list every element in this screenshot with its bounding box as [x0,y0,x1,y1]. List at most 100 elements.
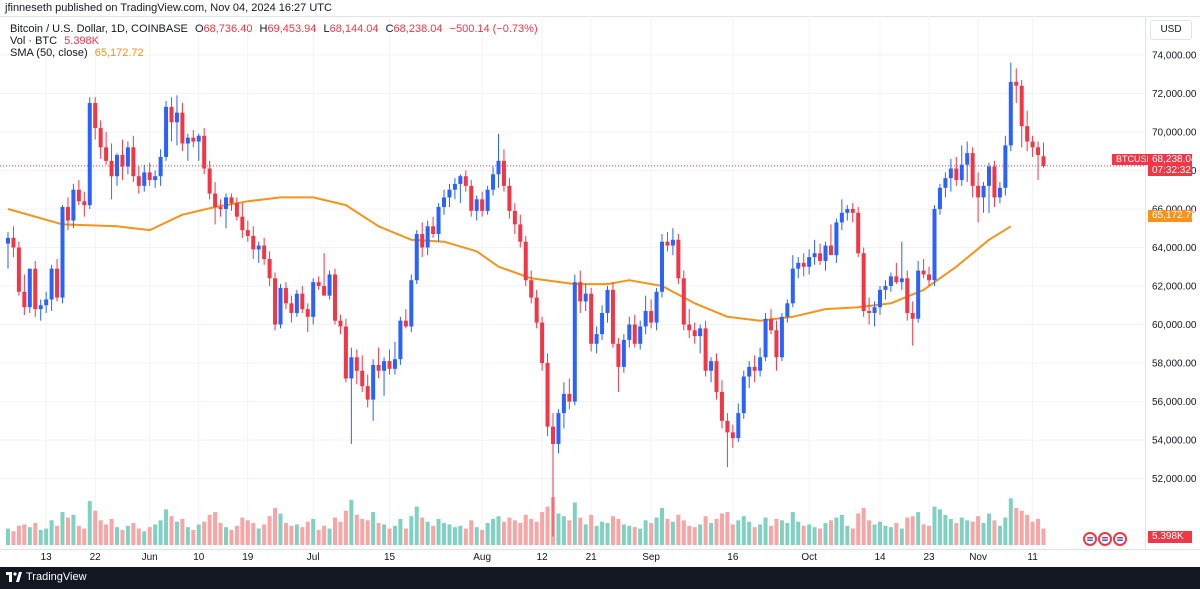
x-tick-label: 23 [923,552,935,563]
volume-bar [387,528,392,545]
volume-bar [839,514,844,545]
volume-bar [992,520,997,545]
candle-body [33,268,38,310]
candle-body [1008,81,1013,146]
y-tick-label: 52,000.00 [1152,474,1197,485]
candle-body [398,320,403,360]
volume-bar [610,516,615,545]
volume-bar [11,531,16,545]
volume-bar [245,520,250,545]
chart-canvas[interactable]: 52,000.00 54,000.00 56,000.00 58,000.00 60,0… [0,16,1200,567]
volume-bar [627,525,632,545]
event-flags[interactable] [1083,532,1127,546]
volume-bar [910,516,915,545]
candle-body [6,237,10,244]
tradingview-logo[interactable]: TradingView [6,571,87,583]
candle-body [38,305,43,310]
volume-bar [316,529,321,545]
x-tick-label: 21 [586,552,598,563]
volume-bar [224,527,228,545]
y-tick-label: 54,000.00 [1152,436,1197,447]
volume-bar [360,518,365,545]
candle-body [807,257,812,267]
volume-bar [240,517,245,545]
published-text: jfinneseth published on TradingView.com,… [5,2,332,14]
candle-body [987,166,991,186]
legend-high-label: H [259,23,268,35]
flag-icon[interactable] [1098,532,1112,546]
candle-body [709,361,714,371]
candle-body [1003,145,1008,188]
candle-body [65,207,70,221]
volume-bar [823,523,828,545]
volume-bar [790,512,795,545]
volume-bar [49,520,54,545]
volume-bar [523,514,528,545]
volume-bar [1041,528,1046,545]
candle-body [561,393,566,414]
candle-body [910,312,915,319]
candle-body [169,106,174,123]
candle-body [120,155,125,167]
volume-bar [605,523,610,545]
x-tick-label: 11 [1027,552,1038,563]
candle-body [442,197,446,208]
candle-body [589,293,594,344]
currency-button[interactable]: USD [1150,20,1192,40]
candle-body [491,174,496,190]
volume-bar [338,521,343,545]
volume-bar [104,524,109,545]
flag-icon[interactable] [1113,532,1127,546]
legend-sma-row: SMA (50, close) 65,172.72 [10,47,144,60]
volume-bar [621,524,626,545]
candle-body [202,135,207,169]
y-tick-label: 60,000.00 [1152,320,1197,331]
volume-bar [191,529,196,545]
volume-bar [959,517,964,545]
candle-body [523,241,528,281]
volume-bar [888,527,893,545]
volume-bar [518,523,523,545]
candle-body [343,326,348,379]
volume-bar [725,512,730,545]
volume-bar [736,520,741,545]
legend-sma-label: SMA (50, close) [10,47,88,59]
candle-body [409,280,414,327]
chart-frame [0,16,1200,568]
volume-bar [1025,514,1030,545]
volume-bar [343,510,348,545]
candle-body [240,216,245,231]
volume-bar [796,521,801,545]
volume-bar [583,524,588,545]
candle-body [387,361,392,369]
candle-body [545,363,550,427]
candle-body [567,393,572,402]
volume-bar [93,510,98,545]
volume-bar [670,521,675,545]
candle-body [730,432,735,439]
x-tick-label: 12 [537,552,549,563]
candle-body [245,230,250,236]
candle-body [861,253,866,312]
candle-body [452,183,457,190]
volume-bar [632,527,637,545]
volume-bar [616,518,621,545]
candle-body [229,197,234,204]
volume-bar [818,528,823,545]
candle-body [670,239,675,246]
candle-body [458,176,463,184]
candle-body [916,270,921,319]
candle-body [27,268,32,308]
candle-body [752,366,757,371]
candle-body [839,212,844,223]
candle-body [878,289,882,308]
x-tick-label: Aug [473,552,491,563]
x-tick-label: Nov [969,552,987,563]
candle-body [327,274,332,296]
volume-bar [60,512,65,545]
volume-bar [1036,518,1041,545]
candle-body [16,247,21,292]
flag-icon[interactable] [1083,532,1097,546]
volume-bar [507,517,512,545]
candle-body [779,316,784,358]
